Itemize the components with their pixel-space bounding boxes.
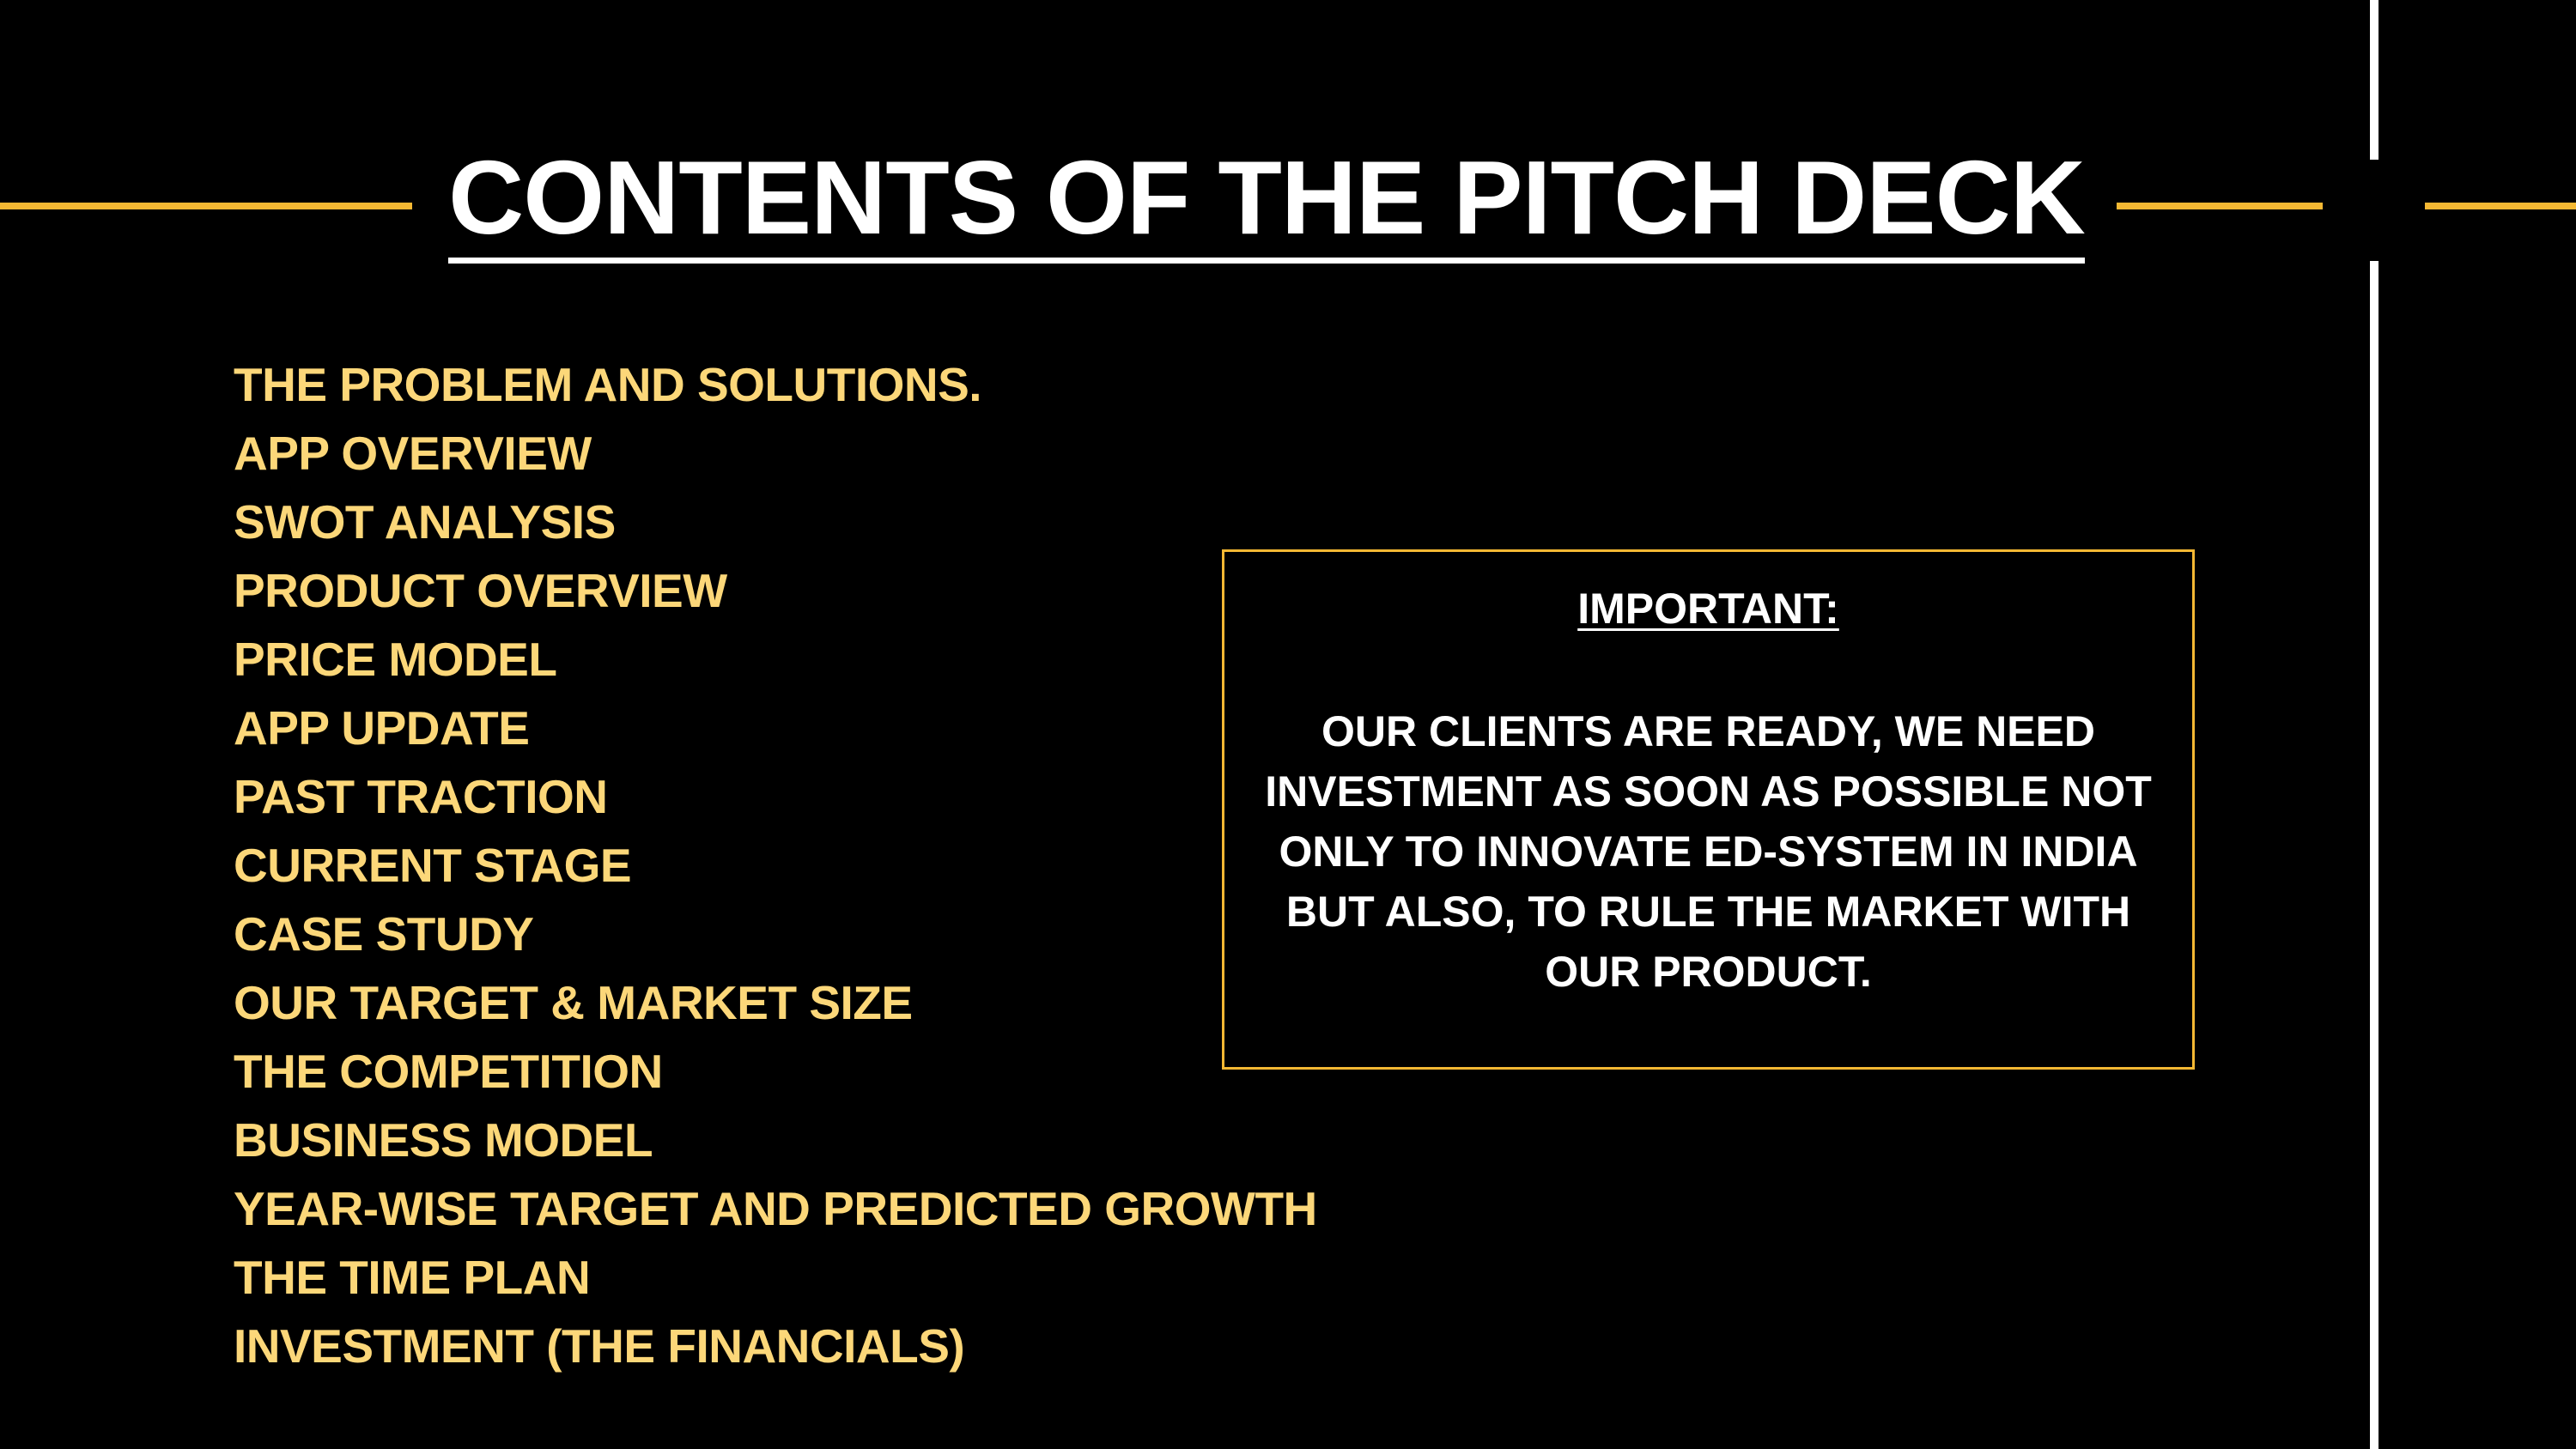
contents-list-item: CASE STUDY (234, 907, 534, 961)
contents-list-item: APP OVERVIEW (234, 427, 592, 480)
notice-body: OUR CLIENTS ARE READY, WE NEED INVESTMEN… (1265, 707, 2152, 996)
contents-list-item: APP UPDATE (234, 701, 530, 755)
slide-title: CONTENTS OF THE PITCH DECK (429, 137, 2104, 264)
title-rule-left (0, 203, 412, 209)
contents-list-item: PAST TRACTION (234, 770, 608, 823)
vertical-divider-top (2370, 0, 2379, 160)
contents-list-item: THE TIME PLAN (234, 1251, 591, 1304)
contents-list-item: PRODUCT OVERVIEW (234, 564, 727, 617)
contents-list-item: INVESTMENT (THE FINANCIALS) (234, 1319, 965, 1373)
contents-list-item: CURRENT STAGE (234, 839, 632, 892)
title-rule-right (2117, 203, 2323, 209)
slide-title-text: CONTENTS OF THE PITCH DECK (448, 137, 2086, 264)
contents-list-item: PRICE MODEL (234, 633, 557, 686)
contents-list-item: THE PROBLEM AND SOLUTIONS. (234, 358, 982, 411)
title-rule-far-right (2425, 203, 2576, 209)
important-notice-box: IMPORTANT: OUR CLIENTS ARE READY, WE NEE… (1222, 549, 2195, 1070)
contents-list-item: THE COMPETITION (234, 1045, 663, 1098)
contents-list-item: SWOT ANALYSIS (234, 495, 616, 549)
contents-list: THE PROBLEM AND SOLUTIONS. APP OVERVIEW SW… (234, 350, 1317, 1380)
notice-heading: IMPORTANT: (1224, 581, 2192, 636)
contents-list-item: BUSINESS MODEL (234, 1113, 653, 1167)
vertical-divider-bottom (2370, 261, 2379, 1449)
contents-list-item: OUR TARGET & MARKET SIZE (234, 976, 913, 1029)
notice-heading-text: IMPORTANT: (1577, 585, 1839, 633)
contents-list-item: YEAR-WISE TARGET AND PREDICTED GROWTH (234, 1182, 1317, 1235)
